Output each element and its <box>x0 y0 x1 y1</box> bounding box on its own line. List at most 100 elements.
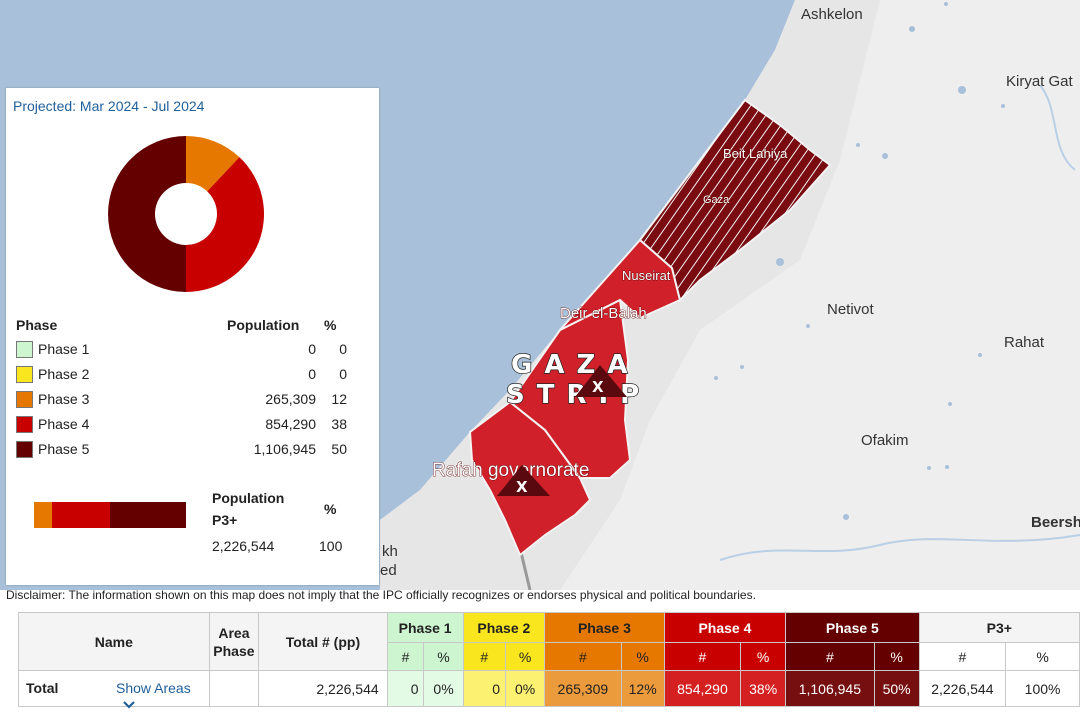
th-pct: % <box>873 642 920 671</box>
p3-label-line2: P3+ <box>212 512 238 528</box>
legend-population: 854,290 <box>265 416 316 432</box>
label-deir-el-balah: Deir el-Balah <box>560 305 647 322</box>
cell-phase3-num: 265,309 <box>544 670 622 707</box>
th-pct: % <box>620 642 665 671</box>
legend-phase-name: Phase 2 <box>38 366 90 382</box>
th-pct: % <box>505 642 546 671</box>
cell-phase2-num: 0 <box>462 670 507 707</box>
summary-table: Name Area Phase Total # (pp) Phase 1 Pha… <box>18 612 1080 709</box>
legend-swatch <box>16 441 33 458</box>
th-phase3: Phase 3 <box>544 612 665 643</box>
legend-row: Phase 3 265,309 12 <box>16 388 356 410</box>
cell-phase1-num: 0 <box>386 670 425 707</box>
th-name: Name <box>18 612 210 671</box>
label-rafah: Rafah governorate <box>432 460 589 481</box>
disclaimer: Disclaimer: The information shown on thi… <box>6 588 756 602</box>
legend-pct: 38 <box>331 416 347 432</box>
show-areas-button[interactable]: Show Areas <box>116 680 209 712</box>
donut-slice <box>186 157 264 292</box>
map[interactable]: Ashkelon Kiryat Gat Netivot Rahat Ofakim… <box>0 0 1080 590</box>
donut-slice <box>108 136 186 292</box>
famine-marker-north[interactable]: X <box>575 365 627 397</box>
legend-swatch <box>16 391 33 408</box>
donut-slice <box>186 136 240 192</box>
label-beit-lahiya: Beit Lahiya <box>723 146 788 161</box>
famine-marker-rafah[interactable]: X <box>497 465 550 496</box>
th-pct: % <box>740 642 787 671</box>
th-phase1: Phase 1 <box>386 612 464 643</box>
legend-row: Phase 5 1,106,945 50 <box>16 438 356 460</box>
cell-total: 2,226,544 <box>258 670 388 707</box>
place-partial-1: kh <box>382 543 398 560</box>
th-pct: % <box>1005 642 1080 671</box>
p3-bar-segment <box>52 502 110 528</box>
place-ashkelon: Ashkelon <box>801 6 863 23</box>
road <box>518 547 532 590</box>
th-phase4: Phase 4 <box>663 612 787 643</box>
label-gaza: Gaza <box>703 194 730 206</box>
th-num: # <box>785 642 875 671</box>
legend-pct: 12 <box>331 391 347 407</box>
th-p3plus: P3+ <box>918 612 1080 643</box>
header-phase: Phase <box>16 317 58 333</box>
place-kiryat-gat: Kiryat Gat <box>1006 73 1074 90</box>
cell-phase2-pct: 0% <box>505 670 546 707</box>
place-partial-2: ed <box>380 562 397 579</box>
legend-pct: 0 <box>339 341 347 357</box>
th-total: Total # (pp) <box>258 612 388 671</box>
label-nuseirat: Nuseirat <box>622 268 671 283</box>
legend-population: 0 <box>308 366 316 382</box>
legend-swatch <box>16 416 33 433</box>
legend-phase-name: Phase 1 <box>38 341 90 357</box>
label-strip-line1: GAZA <box>511 350 639 380</box>
cell-name: Total Show Areas <box>18 670 210 709</box>
p3-bar-segment <box>109 502 186 528</box>
marker-symbol: X <box>516 478 528 496</box>
th-num: # <box>544 642 622 671</box>
th-num: # <box>918 642 1007 671</box>
th-num: # <box>462 642 507 671</box>
header-pct: % <box>324 317 337 333</box>
p3-label-line1: Population <box>212 490 285 506</box>
cell-phase5-pct: 50% <box>873 670 920 707</box>
p3-bar-segment <box>34 502 53 528</box>
river <box>719 534 1080 561</box>
th-pct: % <box>423 642 464 671</box>
place-ofakim: Ofakim <box>861 432 909 449</box>
donut-chart <box>108 136 264 292</box>
header-population: Population <box>227 317 300 333</box>
th-area-phase: Area Phase <box>208 612 260 671</box>
th-phase2: Phase 2 <box>462 612 546 643</box>
table-row: Total Show Areas 2,226,544 0 0% 0 0% 265… <box>18 670 1080 709</box>
panel-title: Projected: Mar 2024 - Jul 2024 <box>13 98 205 114</box>
water-dots <box>714 2 1005 520</box>
p3-pct: 100 <box>319 538 343 554</box>
legend-panel: Projected: Mar 2024 - Jul 2024 Phase Pop… <box>6 88 379 585</box>
marker-symbol: X <box>592 378 604 396</box>
region-north[interactable] <box>638 98 832 302</box>
th-num: # <box>663 642 742 671</box>
legend-phase-name: Phase 3 <box>38 391 90 407</box>
legend-population: 265,309 <box>265 391 316 407</box>
th-phase5: Phase 5 <box>785 612 920 643</box>
legend-row: Phase 2 0 0 <box>16 363 356 385</box>
cell-area-phase <box>208 670 260 707</box>
cell-phase1-pct: 0% <box>423 670 464 707</box>
legend-pct: 50 <box>331 441 347 457</box>
legend-phase-name: Phase 4 <box>38 416 90 432</box>
cell-p3-num: 2,226,544 <box>918 670 1007 707</box>
cell-phase4-num: 854,290 <box>663 670 742 707</box>
row-name: Total <box>26 680 59 696</box>
cell-phase5-num: 1,106,945 <box>785 670 875 707</box>
legend-pct: 0 <box>339 366 347 382</box>
place-beersheba: Beershel <box>1031 514 1080 531</box>
legend-phase-name: Phase 5 <box>38 441 90 457</box>
th-area-phase-line2: Phase <box>213 642 255 659</box>
show-areas-label: Show Areas <box>116 680 191 696</box>
p3-bar <box>34 502 186 528</box>
cell-phase4-pct: 38% <box>740 670 787 707</box>
legend-population: 0 <box>308 341 316 357</box>
p3-pct-header: % <box>324 501 337 517</box>
legend-population: 1,106,945 <box>253 441 316 457</box>
cell-p3-pct: 100% <box>1005 670 1080 707</box>
